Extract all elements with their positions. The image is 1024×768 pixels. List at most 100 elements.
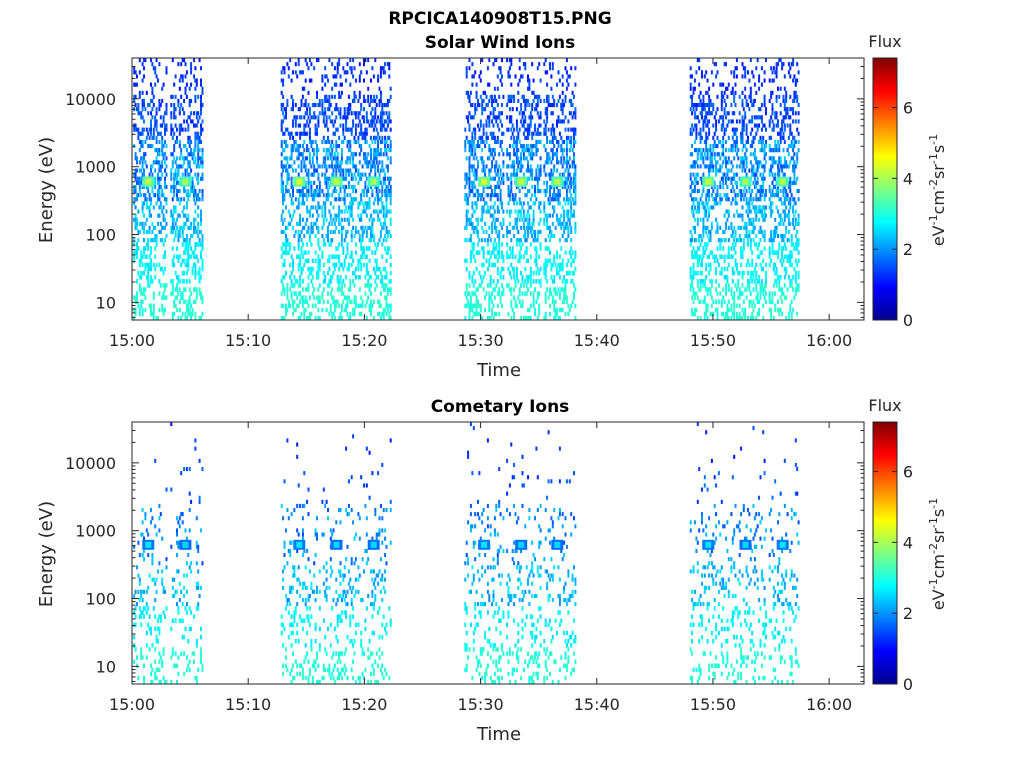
flux-cell [740,189,743,194]
flux-cell [343,262,346,268]
flux-cell [388,189,391,194]
flux-cell [489,152,492,157]
flux-cell [529,123,532,128]
flux-cell [321,307,324,313]
flux-cell [475,303,478,309]
flux-cell [372,315,375,321]
flux-cell [138,168,141,173]
flux-cell [136,156,138,161]
flux-cell [335,168,338,173]
flux-cell [133,258,136,264]
flux-cell [328,242,331,247]
flux-cell [570,246,573,251]
flux-cell [553,127,556,132]
flux-cell [316,168,318,173]
flux-cell [191,156,194,161]
flux-cell [536,164,539,169]
flux-cell [158,180,161,185]
flux-cell [185,234,188,239]
flux-cell [706,90,709,95]
flux-cell [471,307,474,313]
flux-cell [695,70,698,75]
flux-cell [347,295,350,300]
flux-cell [531,115,534,120]
flux-cell [318,262,321,268]
flux-cell [338,303,341,309]
flux-cell [352,184,355,189]
flux-cell [360,225,363,230]
flux-cell [388,62,391,67]
flux-cell [565,160,568,165]
flux-cell [328,221,331,226]
flux-cell [520,303,523,309]
flux-cell [368,160,371,165]
flux-cell [198,238,201,243]
flux-cell [515,160,518,165]
flux-cell [491,250,494,255]
flux-cell [465,74,468,79]
flux-cell [532,78,535,83]
flux-cell [138,111,141,116]
flux-cell [143,127,145,132]
flux-cell [353,164,356,169]
flux-cell [367,98,370,103]
flux-cell [328,254,331,259]
flux-cell [472,254,475,259]
flux-cell [474,258,477,264]
flux-cell [310,242,313,247]
flux-cell [375,152,378,157]
flux-cell [138,131,141,136]
flux-cell [464,225,467,230]
flux-cell [522,315,525,321]
flux-cell [335,172,338,177]
flux-cell [313,66,316,71]
flux-cell [382,180,385,185]
flux-cell [201,164,204,169]
flux-cell [720,82,723,87]
flux-cell [475,217,478,222]
flux-cell [150,82,152,87]
flux-cell [510,184,513,189]
flux-cell [374,209,377,214]
flux-cell [194,270,197,276]
flux-cell [382,70,385,75]
flux-cell [333,107,336,112]
flux-cell [292,283,294,288]
flux-cell [155,156,158,161]
flux-cell [328,115,331,120]
flux-cell [386,164,389,169]
flux-cell [479,193,482,198]
flux-cell [477,123,479,128]
flux-cell [158,262,161,268]
flux-cell [692,160,695,165]
flux-cell [187,139,190,144]
flux-cell [357,123,360,128]
flux-cell [479,156,482,161]
flux-cell [525,225,528,230]
flux-cell [379,70,382,75]
flux-cell [535,107,538,112]
flux-cell [740,156,743,161]
flux-cell [488,144,491,149]
flux-cell [535,299,538,304]
flux-cell [357,201,360,206]
flux-cell [506,250,509,255]
flux-cell [185,193,188,198]
flux-cell [693,184,696,189]
flux-cell [568,156,571,161]
flux-cell [300,193,303,198]
flux-cell [324,94,327,99]
flux-cell [563,148,566,153]
flux-cell [140,176,143,181]
flux-cell [342,266,345,272]
flux-cell [371,66,374,71]
flux-cell [702,94,705,99]
flux-cell [177,168,180,173]
flux-cell [324,156,327,161]
flux-cell [345,176,348,181]
flux-cell [283,107,286,112]
flux-cell [297,156,300,161]
flux-cell [300,295,303,300]
flux-cell [573,135,575,140]
flux-cell [282,78,285,83]
